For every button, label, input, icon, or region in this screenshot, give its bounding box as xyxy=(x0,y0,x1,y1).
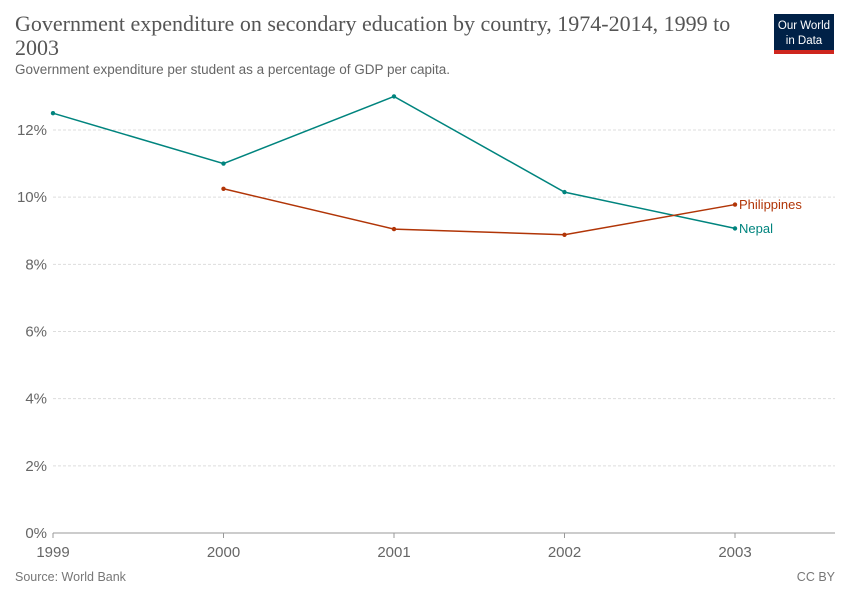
y-tick-label: 0% xyxy=(25,525,47,542)
logo-line-1: Our World xyxy=(777,20,831,32)
y-tick-label: 2% xyxy=(25,458,47,475)
data-point-nepal xyxy=(50,111,56,116)
x-axis: 1999 2000 2001 2002 2003 xyxy=(36,532,835,560)
y-axis-ticks: 0% 2% 4% 6% 8% 10% 12% xyxy=(17,122,47,542)
x-tick-label: 2002 xyxy=(548,544,581,560)
data-point-nepal xyxy=(391,94,397,99)
series-label-nepal: Nepal xyxy=(739,221,773,236)
data-point-philippines xyxy=(391,226,397,232)
y-tick-label: 10% xyxy=(17,189,47,206)
y-tick-label: 4% xyxy=(25,391,47,408)
data-point-philippines xyxy=(221,186,226,191)
data-point-nepal xyxy=(562,189,567,195)
series-label-philippines: Philippines xyxy=(739,197,802,212)
x-tick-label: 2000 xyxy=(207,544,240,560)
series-labels: Nepal Philippines xyxy=(739,197,802,236)
source-note[interactable]: Source: World Bank xyxy=(15,570,126,584)
license-link[interactable]: CC BY xyxy=(796,570,835,584)
data-point-nepal xyxy=(732,226,738,231)
chart-title: Government expenditure on secondary educ… xyxy=(15,11,731,60)
owid-logo[interactable]: Our World in Data xyxy=(774,14,834,54)
line-chart: 0% 2% 4% 6% 8% 10% 12% 1999 2000 2001 2002 2003 Ne… xyxy=(17,94,835,560)
x-tick-label: 2003 xyxy=(718,544,751,560)
series-lines xyxy=(50,94,738,237)
chart-subtitle: Government expenditure per student as a … xyxy=(15,62,451,77)
data-point-philippines xyxy=(562,232,567,237)
data-point-nepal xyxy=(221,161,226,166)
logo-line-2: in Data xyxy=(785,35,823,47)
gridlines xyxy=(53,129,835,467)
y-tick-label: 8% xyxy=(25,256,47,273)
data-point-philippines xyxy=(732,202,738,207)
y-tick-label: 12% xyxy=(17,122,47,139)
series-line-nepal xyxy=(52,95,736,230)
x-tick-label: 2001 xyxy=(377,544,410,560)
y-tick-label: 6% xyxy=(25,324,47,341)
series-line-philippines xyxy=(223,188,736,236)
x-tick-label: 1999 xyxy=(36,544,69,560)
